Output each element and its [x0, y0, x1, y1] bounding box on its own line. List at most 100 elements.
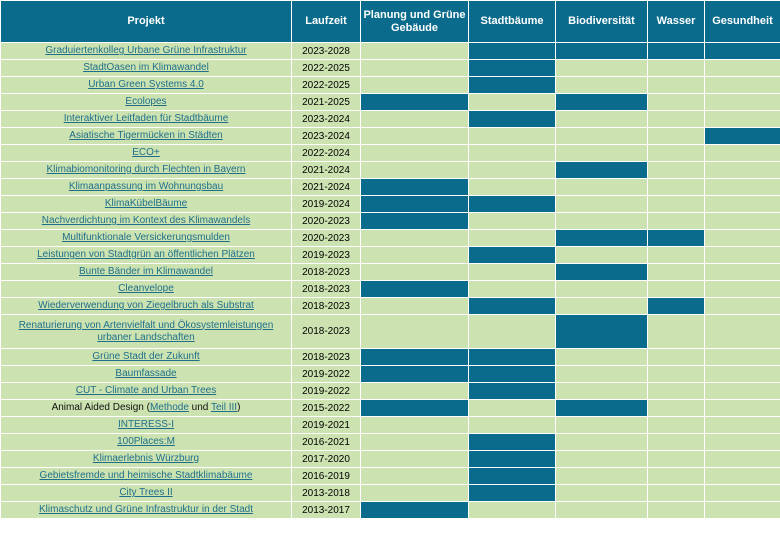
project-link[interactable]: Cleanvelope	[118, 283, 174, 294]
table-row: INTERESS-I 2019-2021	[0, 416, 780, 434]
category-cell-water	[647, 382, 705, 400]
category-cell-biodiversity	[555, 450, 648, 468]
project-link[interactable]: Ecolopes	[125, 96, 167, 107]
project-link[interactable]: Graduiertenkolleg Urbane Grüne Infrastru…	[45, 45, 247, 56]
runtime-cell: 2022-2025	[291, 59, 361, 77]
project-link[interactable]: Klimaschutz und Grüne Infrastruktur in d…	[39, 504, 253, 515]
project-cell: Klimaanpassung im Wohnungsbau	[0, 178, 292, 196]
category-cell-biodiversity	[555, 467, 648, 485]
project-cell: Bunte Bänder im Klimawandel	[0, 263, 292, 281]
category-cell-water	[647, 280, 705, 298]
category-cell-trees	[468, 297, 556, 315]
category-cell-water	[647, 127, 705, 145]
runtime-cell: 2018-2023	[291, 348, 361, 366]
category-cell-planning	[360, 144, 469, 162]
runtime-cell: 2020-2023	[291, 212, 361, 230]
category-cell-biodiversity	[555, 178, 648, 196]
category-cell-trees	[468, 178, 556, 196]
category-cell-trees	[468, 314, 556, 349]
project-link[interactable]: Wiederverwendung von Ziegelbruch als Sub…	[38, 300, 254, 311]
header-health: Gesundheit	[704, 0, 780, 43]
category-cell-planning	[360, 348, 469, 366]
project-link[interactable]: Gebietsfremde und heimische Stadtklimabä…	[39, 470, 253, 481]
project-link[interactable]: Bunte Bänder im Klimawandel	[79, 266, 213, 277]
runtime-cell: 2013-2018	[291, 484, 361, 502]
table-row: Klimaanpassung im Wohnungsbau 2021-2024	[0, 178, 780, 196]
header-trees: Stadtbäume	[468, 0, 556, 43]
category-cell-health	[704, 212, 780, 230]
runtime-cell: 2013-2017	[291, 501, 361, 519]
category-cell-trees	[468, 280, 556, 298]
runtime-cell: 2021-2024	[291, 161, 361, 179]
project-cell: Interaktiver Leitfaden für Stadtbäume	[0, 110, 292, 128]
project-link[interactable]: ECO+	[132, 147, 160, 158]
category-cell-water	[647, 178, 705, 196]
runtime-cell: 2019-2022	[291, 382, 361, 400]
category-cell-trees	[468, 93, 556, 111]
project-link[interactable]: 100Places:M	[117, 436, 175, 447]
category-cell-biodiversity	[555, 399, 648, 417]
project-cell: Grüne Stadt der Zukunft	[0, 348, 292, 366]
project-link[interactable]: KlimaKübelBäume	[104, 198, 188, 209]
project-cell: Animal Aided Design (Methode und Teil II…	[0, 399, 292, 417]
project-link[interactable]: Klimabiomonitoring durch Flechten in Bay…	[46, 164, 246, 175]
project-link-part3[interactable]: Teil III	[210, 402, 238, 413]
project-link[interactable]: CUT - Climate and Urban Trees	[75, 385, 217, 396]
category-cell-biodiversity	[555, 161, 648, 179]
category-cell-water	[647, 110, 705, 128]
project-link[interactable]: Renaturierung von Artenvielfalt und Ökos…	[18, 319, 274, 343]
project-cell: ECO+	[0, 144, 292, 162]
category-cell-planning	[360, 297, 469, 315]
project-link[interactable]: Klimaanpassung im Wohnungsbau	[68, 181, 224, 192]
table-row: Wiederverwendung von Ziegelbruch als Sub…	[0, 297, 780, 315]
category-cell-health	[704, 229, 780, 247]
runtime-cell: 2019-2023	[291, 246, 361, 264]
header-biodiversity: Biodiversität	[555, 0, 648, 43]
runtime-cell: 2023-2028	[291, 42, 361, 60]
category-cell-health	[704, 246, 780, 264]
category-cell-health	[704, 433, 780, 451]
project-link[interactable]: Nachverdichtung im Kontext des Klimawand…	[41, 215, 251, 226]
project-cell: StadtOasen im Klimawandel	[0, 59, 292, 77]
category-cell-water	[647, 161, 705, 179]
project-link[interactable]: Leistungen von Stadtgrün an öffentlichen…	[37, 249, 255, 260]
project-link-method[interactable]: Methode	[149, 402, 189, 413]
category-cell-health	[704, 314, 780, 349]
project-link[interactable]: Interaktiver Leitfaden für Stadtbäume	[63, 113, 229, 124]
category-cell-planning	[360, 416, 469, 434]
category-cell-water	[647, 42, 705, 60]
category-cell-biodiversity	[555, 484, 648, 502]
project-cell: Cleanvelope	[0, 280, 292, 298]
table-row: 100Places:M 2016-2021	[0, 433, 780, 451]
category-cell-planning	[360, 229, 469, 247]
project-link[interactable]: INTERESS-I	[117, 419, 175, 430]
project-cell: Multifunktionale Versickerungsmulden	[0, 229, 292, 247]
project-link[interactable]: Grüne Stadt der Zukunft	[92, 351, 200, 362]
category-cell-water	[647, 433, 705, 451]
category-cell-biodiversity	[555, 76, 648, 94]
project-link[interactable]: Multifunktionale Versickerungsmulden	[62, 232, 230, 243]
category-cell-water	[647, 144, 705, 162]
project-link[interactable]: Urban Green Systems 4.0	[88, 79, 204, 90]
category-cell-biodiversity	[555, 314, 648, 349]
category-cell-planning	[360, 501, 469, 519]
category-cell-health	[704, 348, 780, 366]
project-link[interactable]: City Trees II	[119, 487, 173, 498]
category-cell-planning	[360, 314, 469, 349]
category-cell-planning	[360, 280, 469, 298]
project-link[interactable]: Asiatische Tigermücken in Städten	[69, 130, 223, 141]
category-cell-health	[704, 382, 780, 400]
project-cell: Ecolopes	[0, 93, 292, 111]
category-cell-planning	[360, 467, 469, 485]
category-cell-planning	[360, 161, 469, 179]
project-link[interactable]: StadtOasen im Klimawandel	[83, 62, 209, 73]
category-cell-trees	[468, 42, 556, 60]
category-cell-biodiversity	[555, 501, 648, 519]
category-cell-trees	[468, 433, 556, 451]
project-link[interactable]: Klimaerlebnis Würzburg	[92, 453, 200, 464]
category-cell-health	[704, 297, 780, 315]
runtime-cell: 2017-2020	[291, 450, 361, 468]
project-link[interactable]: Baumfassade	[115, 368, 177, 379]
category-cell-biodiversity	[555, 263, 648, 281]
runtime-cell: 2019-2024	[291, 195, 361, 213]
